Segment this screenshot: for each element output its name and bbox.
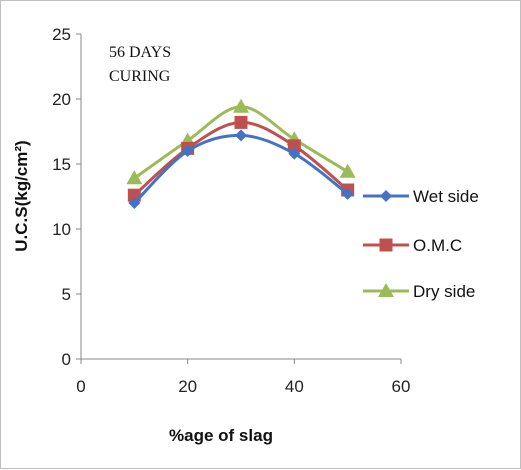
x-tick-label: 40: [285, 377, 304, 396]
legend: Wet side O.M.C Dry side: [363, 187, 479, 301]
legend-label: Dry side: [413, 282, 475, 301]
data-point: [235, 129, 247, 142]
axes: [80, 34, 401, 360]
data-point: [339, 163, 356, 178]
y-tick-label: 20: [52, 90, 71, 109]
x-tick-label: 60: [392, 377, 411, 396]
legend-marker: [379, 238, 393, 252]
annotation-line-2: CURING: [109, 68, 171, 85]
legend-item: O.M.C: [363, 236, 462, 255]
y-tick-label: 25: [52, 25, 71, 44]
y-tick-label: 10: [52, 220, 71, 239]
legend-marker: [378, 283, 394, 297]
legend-label: O.M.C: [413, 236, 462, 255]
data-point: [128, 197, 141, 209]
data-point: [234, 115, 248, 129]
y-tick-label: 0: [62, 350, 71, 369]
y-tick-label: 15: [52, 155, 71, 174]
series-wet-side: [128, 129, 354, 209]
data-point: [341, 187, 354, 200]
legend-item: Wet side: [363, 187, 479, 206]
y-tick-label: 5: [62, 285, 71, 304]
x-tick-label: 20: [178, 377, 197, 396]
series-line: [133, 133, 349, 205]
data-point: [233, 98, 249, 113]
legend-marker: [380, 190, 392, 202]
data-point: [181, 145, 194, 157]
legend-label: Wet side: [413, 187, 479, 206]
data-point: [126, 170, 143, 185]
legend-item: Dry side: [363, 282, 475, 301]
chart-annotation: 56 DAYS CURING: [109, 44, 171, 85]
y-axis-title: U.C.S(kg/cm²): [12, 140, 31, 251]
data-point: [287, 139, 301, 153]
data-point: [288, 147, 301, 160]
annotation-line-1: 56 DAYS: [109, 44, 171, 61]
x-tick-label: 0: [76, 377, 85, 396]
x-axis-title: %age of slag: [169, 426, 273, 445]
